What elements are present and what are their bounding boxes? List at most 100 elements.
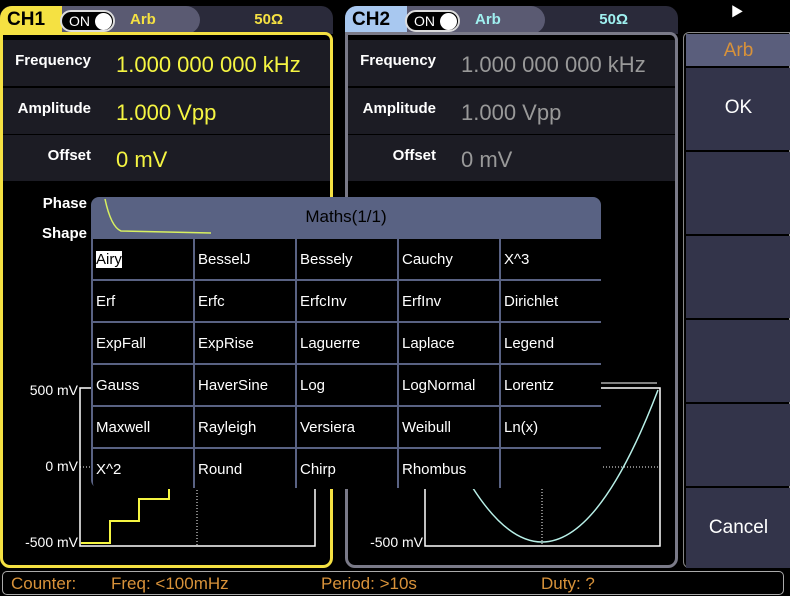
math-wave-label: Rhombus <box>402 461 467 478</box>
math-wave-label: Laguerre <box>300 335 361 352</box>
math-wave-label: Erf <box>96 293 116 310</box>
ch2-header[interactable]: CH2 ON Arb 50Ω <box>345 6 678 34</box>
counter-frequency: Freq: <100mHz <box>111 574 229 593</box>
math-wave-chirp[interactable]: Chirp <box>297 449 397 489</box>
math-wave-label: ErfcInv <box>300 293 347 310</box>
math-wave-label: LogNormal <box>402 377 476 394</box>
ok-button[interactable]: OK <box>686 68 790 150</box>
ch2-offset-value[interactable]: 0 mV <box>444 135 675 181</box>
math-wave-round[interactable]: Round <box>195 449 295 489</box>
math-wave-lorentz[interactable]: Lorentz <box>501 365 601 405</box>
counter-period: Period: >10s <box>321 574 417 593</box>
math-wave-label: Dirichlet <box>504 293 559 310</box>
math-wave-label: Weibull <box>402 419 451 436</box>
ch2-toggle-label: ON <box>414 13 435 29</box>
math-wave-label: Rayleigh <box>198 419 257 436</box>
ch1-frequency-value[interactable]: 1.000 000 000 kHz <box>99 40 330 86</box>
math-wave-label: HaverSine <box>198 377 269 394</box>
ch2-on-toggle[interactable]: ON <box>405 10 460 32</box>
math-wave-laplace[interactable]: Laplace <box>399 323 499 363</box>
ch2-amplitude-value[interactable]: 1.000 Vpp <box>444 88 675 134</box>
math-wave-erfcinv[interactable]: ErfcInv <box>297 281 397 321</box>
ch2-axis-min: -500 mV <box>370 534 423 550</box>
ch1-frequency-row[interactable]: Frequency 1.000 000 000 kHz <box>3 40 330 86</box>
ch2-wave-type: Arb <box>475 11 501 28</box>
phase-label: Phase <box>42 195 87 212</box>
preview-thumbnail <box>104 198 212 234</box>
math-wave-gauss[interactable]: Gauss <box>93 365 193 405</box>
math-wave-label: ExpRise <box>198 335 254 352</box>
usb-icon: ⯈ <box>728 0 746 25</box>
ch2-frequency-row[interactable]: Frequency 1.000 000 000 kHz <box>348 40 675 86</box>
ch1-axis-max: 500 mV <box>29 382 78 398</box>
math-wave-airy[interactable]: Airy <box>93 239 193 279</box>
ch1-header[interactable]: CH1 ON Arb 50Ω <box>0 6 333 34</box>
offset-label: Offset <box>3 135 97 181</box>
ch2-offset-row[interactable]: Offset 0 mV <box>348 135 675 181</box>
ch1-on-toggle[interactable]: ON <box>60 10 115 32</box>
math-wave-bessely[interactable]: Bessely <box>297 239 397 279</box>
math-wave-label: Round <box>198 461 243 478</box>
ch1-amplitude-value[interactable]: 1.000 Vpp <box>99 88 330 134</box>
math-wave-log[interactable]: Log <box>297 365 397 405</box>
menu-blank-3 <box>686 320 790 402</box>
shape-label: Shape <box>41 225 87 242</box>
amplitude-label: Amplitude <box>3 88 97 134</box>
ch1-wave-type: Arb <box>130 11 156 28</box>
math-wave-weibull[interactable]: Weibull <box>399 407 499 447</box>
math-wave-cauchy[interactable]: Cauchy <box>399 239 499 279</box>
ch1-offset-value[interactable]: 0 mV <box>99 135 330 181</box>
math-wave-versiera[interactable]: Versiera <box>297 407 397 447</box>
math-wave-expfall[interactable]: ExpFall <box>93 323 193 363</box>
math-wave-label: Gauss <box>96 377 140 394</box>
math-wave-lognormal[interactable]: LogNormal <box>399 365 499 405</box>
math-wave-rhombus[interactable]: Rhombus <box>399 449 499 489</box>
math-wave-maxwell[interactable]: Maxwell <box>93 407 193 447</box>
counter-label: Counter: <box>11 574 77 593</box>
ch2-impedance: 50Ω <box>599 11 628 28</box>
math-wave-ln-x-[interactable]: Ln(x) <box>501 407 601 447</box>
math-wave-laguerre[interactable]: Laguerre <box>297 323 397 363</box>
math-wave-x-2[interactable]: X^2 <box>93 449 193 489</box>
math-wave-label: Chirp <box>300 461 336 478</box>
math-wave-label: Lorentz <box>504 377 555 394</box>
ch1-offset-row[interactable]: Offset 0 mV <box>3 135 330 181</box>
math-wave-erfc[interactable]: Erfc <box>195 281 295 321</box>
ch1-axis-min: -500 mV <box>25 534 78 550</box>
math-wave-legend[interactable]: Legend <box>501 323 601 363</box>
math-wave-x-3[interactable]: X^3 <box>501 239 601 279</box>
counter-status-bar: Counter: Freq: <100mHz Period: >10s Duty… <box>2 571 784 595</box>
math-wave-label: X^2 <box>96 461 122 478</box>
menu-blank-1 <box>686 152 790 234</box>
math-wave-empty <box>501 449 601 489</box>
ch1-amplitude-row[interactable]: Amplitude 1.000 Vpp <box>3 88 330 134</box>
menu-blank-2 <box>686 236 790 318</box>
math-wave-label: Ln(x) <box>504 419 539 436</box>
math-wave-haversine[interactable]: HaverSine <box>195 365 295 405</box>
ch2-frequency-value[interactable]: 1.000 000 000 kHz <box>444 40 675 86</box>
maths-dialog: Maths(1/1) Airy BesselJ Bessely Cauchy X^3 Er… <box>91 197 601 489</box>
ch1-toggle-label: ON <box>69 13 90 29</box>
math-wave-erfinv[interactable]: ErfInv <box>399 281 499 321</box>
math-wave-label: Erfc <box>198 293 225 310</box>
math-wave-label: Maxwell <box>96 419 151 436</box>
menu-blank-4 <box>686 404 790 486</box>
menu-header-arb: Arb <box>686 34 790 66</box>
math-wave-exprise[interactable]: ExpRise <box>195 323 295 363</box>
math-wave-dirichlet[interactable]: Dirichlet <box>501 281 601 321</box>
soft-menu: Arb OK Cancel <box>683 32 790 568</box>
math-wave-rayleigh[interactable]: Rayleigh <box>195 407 295 447</box>
toggle-knob <box>95 13 112 30</box>
ch1-impedance: 50Ω <box>254 11 283 28</box>
math-wave-label: Laplace <box>402 335 455 352</box>
math-wave-besselj[interactable]: BesselJ <box>195 239 295 279</box>
cancel-button[interactable]: Cancel <box>686 488 790 568</box>
ch2-amplitude-row[interactable]: Amplitude 1.000 Vpp <box>348 88 675 134</box>
counter-duty: Duty: ? <box>541 574 595 593</box>
math-wave-erf[interactable]: Erf <box>93 281 193 321</box>
ch2-name: CH2 <box>345 6 407 34</box>
ch1-name: CH1 <box>0 6 62 34</box>
dialog-title: Maths(1/1) <box>305 207 387 226</box>
math-wave-label: X^3 <box>504 251 530 268</box>
math-wave-label: Cauchy <box>402 251 453 268</box>
